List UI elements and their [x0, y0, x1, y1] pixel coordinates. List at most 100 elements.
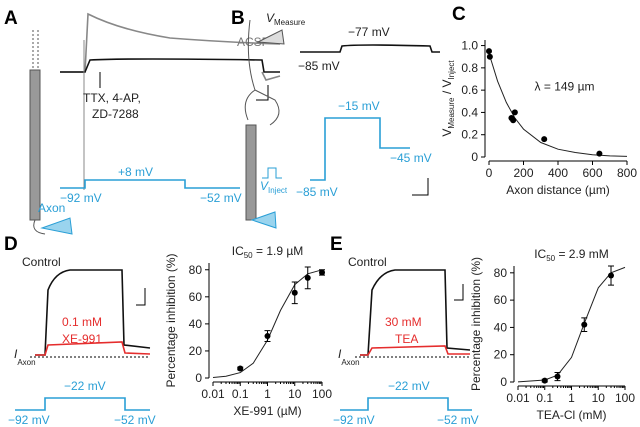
label: 0.1 mM [62, 315, 102, 329]
data-point [510, 117, 517, 124]
y-tick-label: 0 [471, 150, 478, 164]
label: −22 mV [388, 379, 430, 393]
label-part: Measure [447, 97, 456, 129]
voltage-step [340, 397, 472, 411]
label: IAxon [338, 347, 360, 367]
data-point [608, 272, 615, 279]
label: −15 mV [338, 99, 380, 113]
label-part: / V [440, 79, 454, 97]
label: +8 mV [118, 165, 153, 179]
y-tick-label: 0 [500, 375, 507, 389]
x-tick-label: 0 [486, 166, 493, 180]
label: Control [22, 255, 61, 269]
label: Control [348, 255, 387, 269]
panel-letter: C [452, 4, 466, 25]
panel-letter: A [4, 8, 18, 29]
x-tick-label: 0.1 [232, 387, 249, 401]
title-part: 50 [546, 254, 555, 263]
y-axis-label: VMeasure / VInject [440, 60, 456, 137]
y-tick-label: 20 [189, 344, 203, 358]
x-tick-label: 0.01 [201, 387, 225, 401]
label: −85 mV [298, 59, 340, 73]
panel-letter: B [231, 8, 245, 29]
current-trace [35, 341, 151, 356]
panel-letter: D [4, 234, 18, 255]
x-axis-label: XE-991 (µM) [233, 404, 301, 418]
scale-bar [454, 284, 464, 301]
title-part: 50 [244, 251, 253, 260]
x-axis-label: Axon distance (µm) [506, 183, 610, 197]
x-tick-label: 100 [312, 387, 332, 401]
data-point [511, 109, 518, 116]
data-point [291, 289, 298, 296]
label: −22 mV [64, 379, 106, 393]
panel-letter: E [330, 234, 343, 255]
title-part: IC [534, 247, 546, 261]
label: −52 mV [437, 413, 479, 427]
x-tick-label: 1 [568, 391, 575, 405]
label: TEA [395, 332, 418, 346]
label: −85 mV [296, 185, 338, 199]
label: VInject [260, 179, 288, 195]
title-part: = 1.9 µM [253, 244, 304, 258]
data-point [541, 377, 548, 384]
y-axis-label: Percentage inhibition (%) [164, 253, 178, 387]
data-point [541, 136, 548, 143]
data-point [581, 321, 588, 328]
label-part: V [440, 129, 454, 137]
label: ACSF [237, 35, 269, 49]
chart-title: IC50 = 2.9 mM [534, 247, 609, 263]
y-tick-label: 60 [494, 293, 508, 307]
scale-bar [412, 178, 429, 196]
y-tick-label: 80 [189, 263, 203, 277]
label: IAxon [14, 347, 36, 367]
data-point [486, 48, 492, 55]
label: −92 mV [8, 413, 50, 427]
label: −77 mV [348, 25, 390, 39]
y-tick-label: 1.0 [461, 39, 478, 53]
x-tick-label: 1 [264, 387, 271, 401]
current-trace [35, 269, 151, 356]
data-point [596, 150, 603, 157]
label: −92 mV [333, 413, 375, 427]
trace-acsf [60, 12, 281, 73]
x-tick-label: 10 [288, 387, 302, 401]
current-trace [360, 345, 470, 356]
fit-curve [517, 266, 626, 383]
data-point [486, 53, 493, 60]
fit-curve [212, 269, 323, 378]
title-part: IC [232, 244, 244, 258]
label: −52 mV [114, 413, 156, 427]
y-tick-label: 0.2 [461, 128, 478, 142]
label: VMeasure [266, 11, 306, 27]
data-point [554, 373, 561, 380]
y-tick-label: 0.8 [461, 61, 478, 75]
title-part: = 2.9 mM [555, 247, 609, 261]
label-part: Inject [447, 60, 456, 80]
scale-bar [256, 85, 269, 101]
data-point [264, 333, 271, 340]
x-tick-label: 0.01 [506, 391, 530, 405]
label: Axon [38, 201, 65, 215]
data-point [304, 274, 311, 281]
y-axis-label: Percentage inhibition (%) [469, 257, 483, 391]
x-tick-label: 100 [615, 391, 635, 405]
annotation: λ = 149 µm [535, 79, 595, 93]
cell-schematic [244, 19, 285, 229]
y-tick-label: 0.6 [461, 83, 478, 97]
x-tick-label: 10 [592, 391, 606, 405]
label: XE-991 [62, 332, 102, 346]
y-tick-label: 20 [494, 348, 508, 362]
y-tick-label: 60 [189, 290, 203, 304]
chart-title: IC50 = 1.9 µM [232, 244, 304, 260]
label: −45 mV [390, 151, 432, 165]
label: −92 mV [60, 191, 102, 205]
voltage-trace [300, 44, 440, 53]
data-point [319, 269, 325, 276]
x-tick-label: 0.1 [536, 391, 553, 405]
scale-bar [136, 288, 146, 306]
label: TTX, 4-AP, [83, 91, 141, 105]
x-axis-label: TEA-Cl (mM) [537, 408, 607, 422]
y-tick-label: 0 [195, 371, 202, 385]
